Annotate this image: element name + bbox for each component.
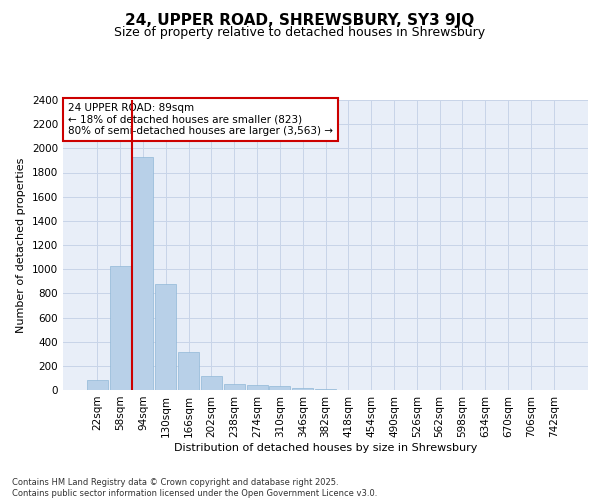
Bar [155, 284, 176, 390]
Bar [224, 384, 245, 390]
Bar [87, 380, 108, 390]
Bar [201, 376, 222, 390]
Bar [247, 386, 268, 390]
Text: 24 UPPER ROAD: 89sqm
← 18% of detached houses are smaller (823)
80% of semi-deta: 24 UPPER ROAD: 89sqm ← 18% of detached h… [68, 103, 333, 136]
Text: 24, UPPER ROAD, SHREWSBURY, SY3 9JQ: 24, UPPER ROAD, SHREWSBURY, SY3 9JQ [125, 12, 475, 28]
Bar [269, 386, 290, 390]
Text: Size of property relative to detached houses in Shrewsbury: Size of property relative to detached ho… [115, 26, 485, 39]
Bar [110, 266, 131, 390]
X-axis label: Distribution of detached houses by size in Shrewsbury: Distribution of detached houses by size … [174, 442, 477, 452]
Bar [133, 158, 154, 390]
Bar [292, 388, 313, 390]
Bar [178, 352, 199, 390]
Y-axis label: Number of detached properties: Number of detached properties [16, 158, 26, 332]
Text: Contains HM Land Registry data © Crown copyright and database right 2025.
Contai: Contains HM Land Registry data © Crown c… [12, 478, 377, 498]
